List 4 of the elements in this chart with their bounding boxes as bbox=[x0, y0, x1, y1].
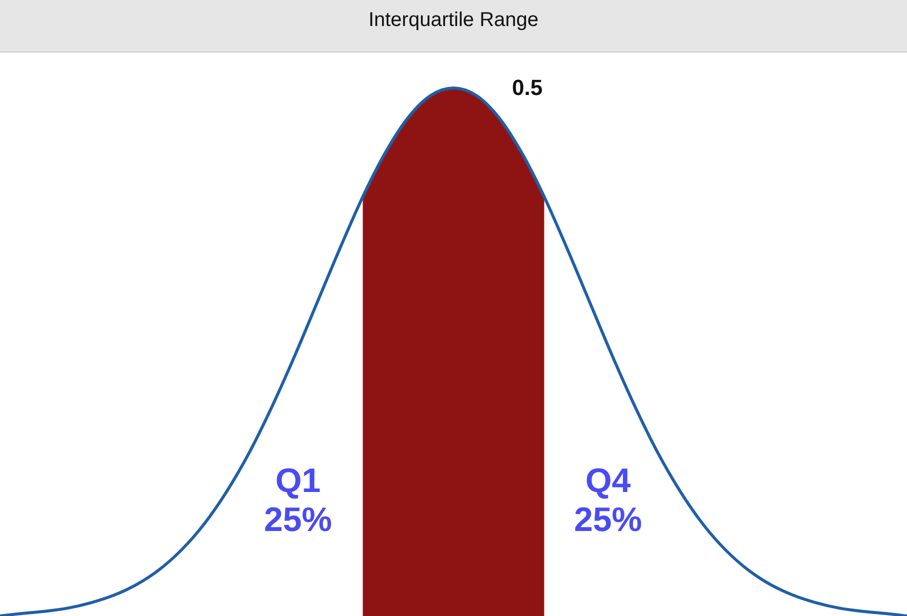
annotation: Q1 25% bbox=[264, 462, 332, 540]
annotation: Q4 25% bbox=[574, 462, 642, 540]
annotation: 0.5 bbox=[512, 75, 543, 100]
chart-title: Interquartile Range bbox=[368, 9, 539, 31]
